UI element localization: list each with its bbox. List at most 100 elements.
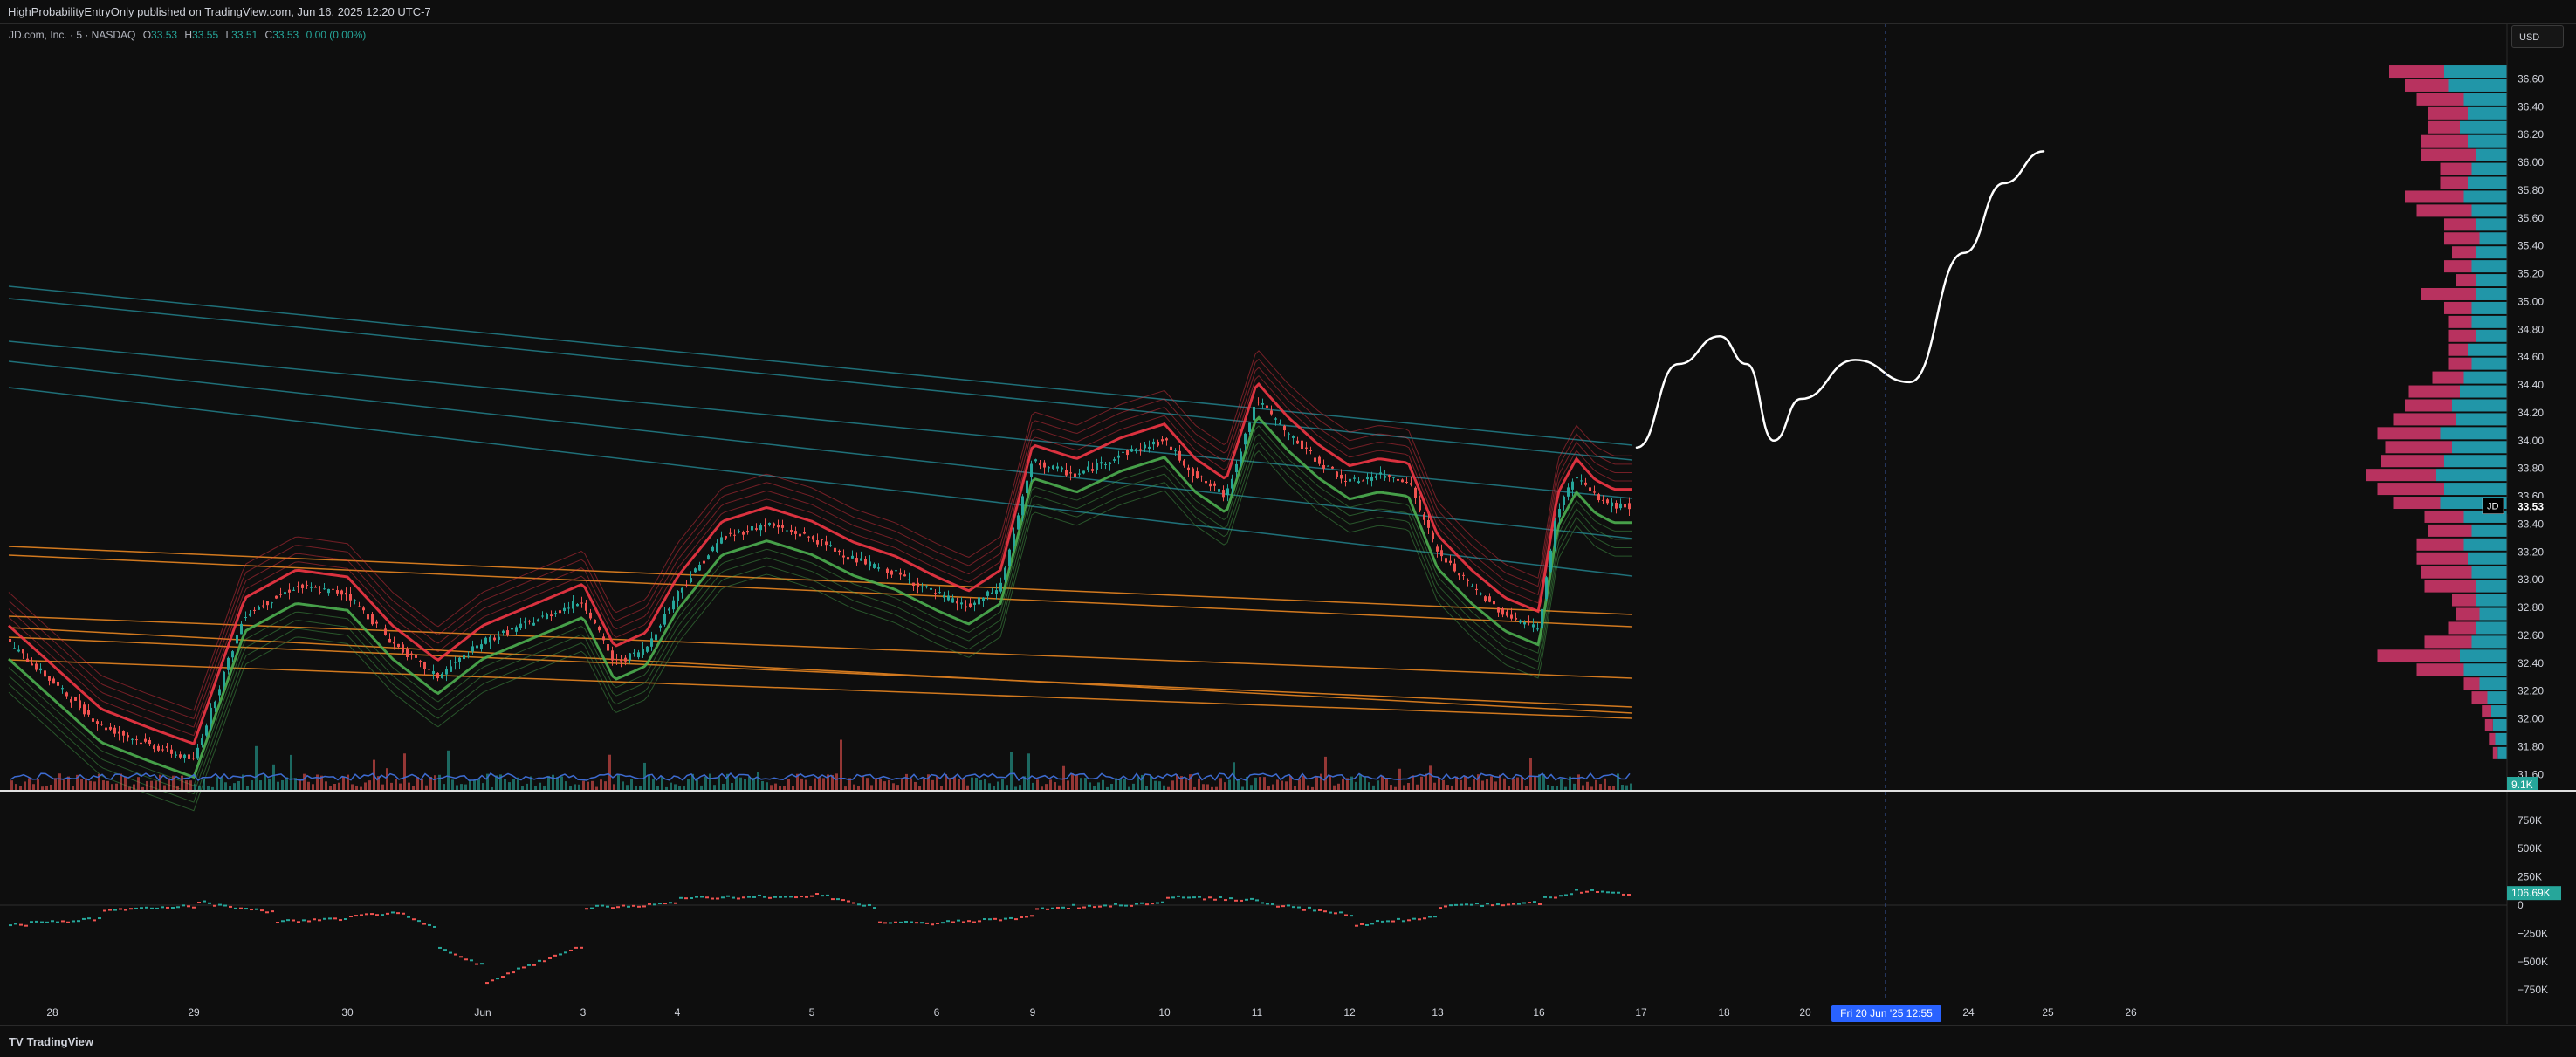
volume-bar <box>578 784 580 791</box>
candle-body <box>362 607 365 611</box>
volume-bar <box>1185 779 1187 791</box>
volume-bar <box>185 780 188 791</box>
volume-bar <box>416 777 419 791</box>
volume-bar <box>237 780 240 791</box>
candle-body <box>441 673 443 679</box>
change-value: 0.00 (0.00%) <box>306 29 367 41</box>
volume-bar <box>1180 776 1183 791</box>
volume-bar <box>429 776 432 791</box>
oscillator-bar <box>381 914 384 916</box>
volume-bar <box>1267 786 1270 791</box>
oscillator-bar <box>140 907 143 909</box>
volume-bar <box>133 784 135 791</box>
volume-bar <box>945 774 947 791</box>
low-value: 33.51 <box>231 29 258 41</box>
volume-bar <box>1521 777 1523 791</box>
publish-header: HighProbabilityEntryOnly published on Tr… <box>0 0 2576 24</box>
green-trail-line <box>7 415 1632 779</box>
projection-drawing[interactable] <box>1635 150 2045 450</box>
candle-body <box>65 692 68 697</box>
oscillator-bar <box>1386 920 1390 923</box>
orange-channel-line <box>8 636 1633 708</box>
symbol-name[interactable]: JD.com, Inc. · 5 · NASDAQ <box>9 29 136 41</box>
candle-body <box>1515 617 1517 620</box>
volume-badge-label: 9.1K <box>2511 779 2533 791</box>
oscillator-bar <box>255 908 258 910</box>
volume-bar <box>1141 774 1144 791</box>
volume-bar <box>547 775 550 791</box>
candle-body <box>681 587 683 593</box>
oscillator-bar <box>873 907 876 909</box>
candle-body <box>1318 456 1321 464</box>
volume-bar <box>1294 786 1296 791</box>
volume-bar <box>1577 774 1580 791</box>
currency-button[interactable]: USD <box>2511 25 2564 48</box>
candle-body <box>629 653 631 661</box>
oscillator-bar <box>464 958 468 961</box>
volume-bar <box>635 786 637 791</box>
volume-bar <box>560 776 563 791</box>
candle-body <box>1597 494 1600 501</box>
candle-body <box>1449 560 1452 563</box>
time-axis[interactable]: 28 29 30 Jun 3 4 5 6 9 10 11 12 13 16 17 18 20 24 25 26 <box>46 1006 2137 1019</box>
candle-body <box>855 558 858 563</box>
oscillator-bar <box>229 905 232 908</box>
red-trail-line <box>8 350 1632 711</box>
profile-down-bar <box>2416 204 2472 217</box>
volume-bar <box>351 784 354 791</box>
candle-body <box>196 747 199 759</box>
volume-bar <box>1477 774 1480 791</box>
volume-bar <box>931 779 934 791</box>
footer-bar: TV TradingView <box>0 1025 2576 1057</box>
volume-bar <box>1346 778 1349 791</box>
volume-bar <box>556 777 559 791</box>
volume-bar <box>1211 786 1213 791</box>
candle-body <box>589 612 592 619</box>
candle-body <box>179 754 182 758</box>
oscillator-bar <box>1344 914 1348 916</box>
oscillator-bar <box>758 894 761 896</box>
volume-bar <box>80 779 83 791</box>
volume-bar <box>927 774 930 791</box>
volume-bar <box>691 773 694 791</box>
candle-body <box>1427 519 1430 528</box>
candle-body <box>764 525 766 527</box>
candle-body <box>410 653 413 655</box>
volume-bar <box>1254 777 1257 791</box>
volume-bar <box>1324 756 1327 791</box>
candle-body <box>240 623 243 635</box>
candle-body <box>1274 418 1277 420</box>
oscillator-bar <box>1103 904 1107 907</box>
candle-body <box>258 607 260 610</box>
candle-body <box>991 592 993 594</box>
publish-info-text: HighProbabilityEntryOnly published on Tr… <box>8 5 431 18</box>
price-axis[interactable]: 36.60 36.40 36.20 36.00 35.80 35.60 35.40 35.20… <box>0 24 2576 1024</box>
tradingview-brand[interactable]: TV TradingView <box>9 1035 93 1048</box>
candle-body <box>371 614 374 625</box>
volume-bar <box>272 764 275 791</box>
time-tick-label: 16 <box>1533 1006 1545 1019</box>
oscillator-bar <box>360 914 363 916</box>
volume-bar <box>879 779 882 791</box>
volume-bar <box>1451 785 1453 791</box>
profile-down-bar <box>2421 134 2468 148</box>
oscillator-bar <box>999 919 1002 922</box>
profile-up-bar <box>2479 232 2507 245</box>
volume-bar <box>1132 783 1135 791</box>
oscillator-bar <box>627 905 630 908</box>
volume-bar <box>739 777 742 791</box>
volume-bar <box>512 779 515 791</box>
oscillator-bar <box>1009 916 1013 919</box>
volume-bar <box>648 774 650 791</box>
profile-up-bar <box>2452 441 2507 454</box>
chart-canvas[interactable]: 36.60 36.40 36.20 36.00 35.80 35.60 35.40 35.20… <box>0 24 2576 1024</box>
candle-body <box>284 592 286 595</box>
candle-body <box>986 591 989 596</box>
candle-body <box>323 588 326 590</box>
candle-body <box>1484 596 1487 602</box>
oscillator-bar <box>1255 899 1259 902</box>
oscillator-bar <box>889 922 892 924</box>
volume-bar <box>1102 779 1104 791</box>
candle-body <box>1611 502 1613 507</box>
volume-bar <box>1556 786 1558 791</box>
